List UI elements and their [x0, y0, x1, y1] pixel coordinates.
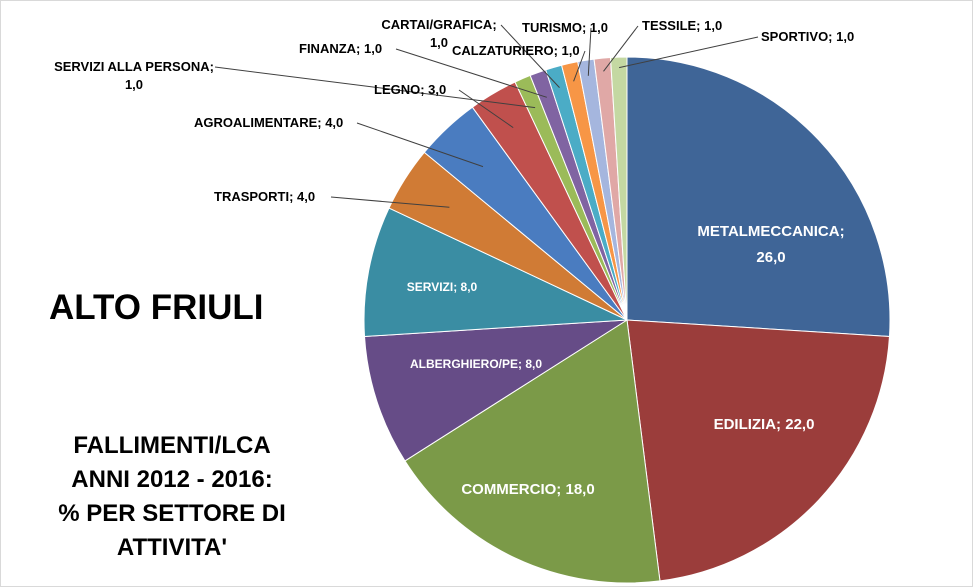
pie-slice-commercio: [404, 319, 661, 584]
label-tessile: TESSILE; 1,0: [642, 18, 722, 33]
label-agroalimentare: AGROALIMENTARE; 4,0: [194, 115, 343, 130]
leader-line-legno: [458, 89, 514, 129]
chart-subtitle: FALLIMENTI/LCA ANNI 2012 - 2016: % PER S…: [41, 429, 303, 565]
label-legno: LEGNO; 3,0: [374, 82, 446, 97]
pie-slice-edilizia: [626, 319, 891, 582]
label-calzaturiero: CALZATURIERO; 1,0: [452, 43, 580, 58]
label-cartai-grafica: CARTAI/GRAFICA; 1,0: [381, 17, 496, 50]
pie-slice-servizi: [363, 207, 628, 338]
leader-line-finanza: [395, 48, 547, 98]
data-labels: METALMECCANICA; 26,0 EDILIZIA; 22,0 COMMERC…: [54, 17, 854, 498]
label-servizi: SERVIZI; 8,0: [407, 280, 478, 294]
label-commercio: COMMERCIO; 18,0: [461, 481, 594, 498]
label-turismo: TURISMO; 1,0: [522, 20, 608, 35]
subtitle-line-3: % PER SETTORE DI: [58, 500, 286, 527]
label-finanza: FINANZA; 1,0: [299, 41, 382, 56]
label-sportivo: SPORTIVO; 1,0: [761, 29, 854, 44]
label-trasporti: TRASPORTI; 4,0: [214, 189, 315, 204]
label-alberghiero-pe: ALBERGHIERO/PE; 8,0: [410, 357, 542, 371]
subtitle-line-1: FALLIMENTI/LCA: [73, 432, 271, 459]
leader-line-calzaturiero: [573, 50, 586, 82]
label-servizi-alla-persona: SERVIZI ALLA PERSONA; 1,0: [54, 59, 214, 92]
leader-line-agroalimentare: [356, 122, 484, 168]
leader-line-cartai-grafica: [500, 24, 560, 88]
label-edilizia: EDILIZIA; 22,0: [714, 416, 815, 433]
leader-line-sportivo: [618, 36, 759, 69]
leader-lines: [214, 24, 759, 208]
leader-line-turismo: [587, 27, 592, 76]
chart-title: ALTO FRIULI: [49, 288, 264, 327]
subtitle-line-2: ANNI 2012 - 2016:: [71, 466, 273, 493]
label-metalmeccanica: METALMECCANICA; 26,0: [697, 223, 844, 266]
pie-slice-alberghiero-pe: [363, 319, 628, 462]
leader-line-servizi-alla-persona: [214, 66, 536, 109]
leader-line-tessile: [603, 25, 639, 72]
pie-slice-sportivo: [609, 56, 628, 321]
leader-line-trasporti: [330, 196, 450, 208]
subtitle-line-4: ATTIVITA': [116, 534, 228, 561]
pie-slices: [363, 56, 891, 584]
pie-slice-metalmeccanica: [626, 56, 891, 338]
